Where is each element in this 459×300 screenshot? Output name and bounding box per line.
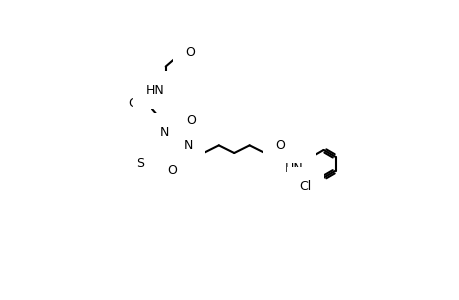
Text: O: O	[185, 46, 195, 59]
Text: O: O	[128, 97, 138, 110]
Text: HN: HN	[284, 162, 303, 175]
Text: Cl: Cl	[299, 180, 311, 193]
Text: O: O	[186, 114, 196, 127]
Text: S: S	[136, 158, 144, 170]
Text: O: O	[168, 164, 177, 177]
Text: O: O	[275, 139, 285, 152]
Text: HN: HN	[145, 84, 164, 97]
Text: N: N	[183, 139, 192, 152]
Text: N: N	[160, 125, 169, 139]
